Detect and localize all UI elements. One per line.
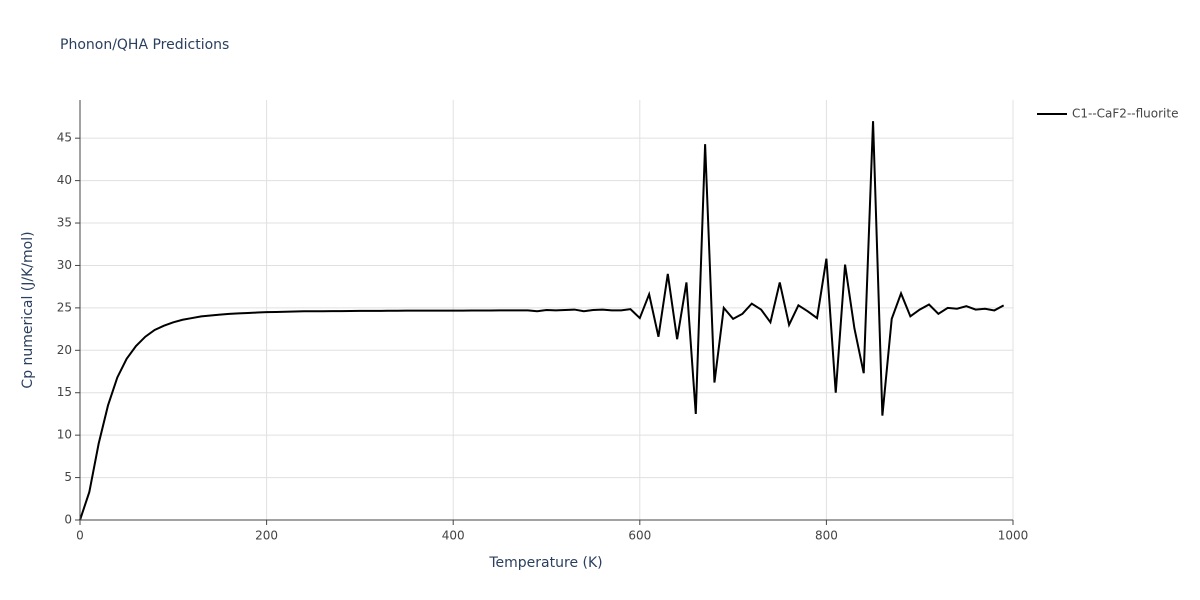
x-tick-label: 200 — [255, 529, 278, 543]
legend-label: C1--CaF2--fluorite — [1072, 107, 1178, 121]
y-tick-label: 20 — [57, 343, 72, 357]
x-tick-label: 600 — [628, 529, 651, 543]
x-tick-label: 800 — [815, 529, 838, 543]
y-tick-label: 0 — [64, 513, 72, 527]
x-tick-label: 400 — [442, 529, 465, 543]
y-tick-label: 35 — [57, 216, 72, 230]
y-tick-label: 15 — [57, 385, 72, 399]
y-tick-label: 45 — [57, 131, 72, 145]
x-axis-title: Temperature (K) — [488, 555, 602, 571]
y-tick-label: 10 — [57, 428, 72, 442]
plot — [79, 121, 1005, 521]
chart-title: Phonon/QHA Predictions — [60, 37, 229, 53]
series-line — [79, 121, 1005, 521]
y-axis-title: Cp numerical (J/K/mol) — [20, 231, 36, 388]
y-tick-label: 40 — [57, 173, 72, 187]
y-tick-label: 5 — [64, 470, 72, 484]
y-tick-label: 30 — [57, 258, 72, 272]
x-tick-label: 0 — [76, 529, 84, 543]
y-tick-label: 25 — [57, 300, 72, 314]
x-tick-label: 1000 — [998, 529, 1029, 543]
